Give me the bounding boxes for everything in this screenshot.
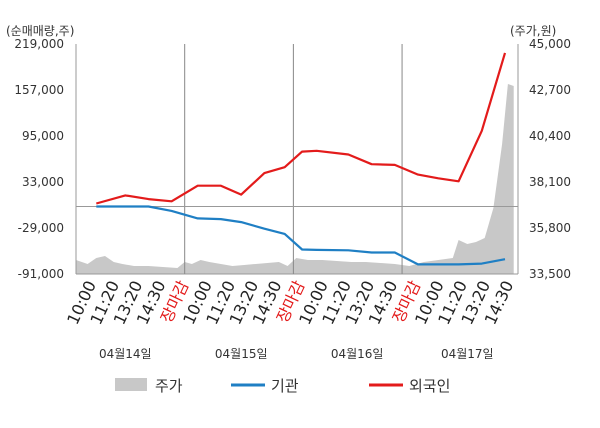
left-tick-label: 95,000 — [22, 129, 64, 143]
right-tick-label: 33,500 — [529, 267, 571, 281]
x-tick-labels: 10:0011:2013:2014:30장마감10:0011:2013:2014… — [63, 277, 517, 327]
left-tick-label: 157,000 — [14, 83, 64, 97]
date-label: 04월14일 — [99, 347, 152, 361]
left-tick-label: 219,000 — [14, 37, 64, 51]
legend: 주가 기관 외국인 — [115, 377, 450, 395]
right-tick-label: 42,700 — [529, 83, 571, 97]
date-label: 04월15일 — [215, 347, 268, 361]
legend-label: 외국인 — [409, 377, 450, 395]
right-tick-label: 38,100 — [529, 175, 571, 189]
right-tick-label: 40,400 — [529, 129, 571, 143]
left-tick-label: -29,000 — [18, 221, 64, 235]
left-tick-label: 33,000 — [22, 175, 64, 189]
date-label: 04월16일 — [331, 347, 384, 361]
legend-label: 기관 — [271, 377, 299, 395]
grid-layer — [75, 44, 519, 275]
right-axis-label: (주가,원) — [510, 24, 556, 38]
left-tick-labels: 219,000 157,000 95,000 33,000 -29,000 -91,000 — [14, 37, 64, 281]
date-label: 04월17일 — [441, 347, 494, 361]
series-line-institution — [96, 205, 506, 266]
series-layer — [96, 52, 507, 266]
legend-swatch-price — [115, 378, 147, 391]
price-area-layer — [76, 84, 514, 274]
left-tick-label: -91,000 — [18, 267, 64, 281]
right-tick-labels: 45,000 42,700 40,400 38,100 35,800 33,500 — [529, 37, 571, 281]
right-tick-label: 35,800 — [529, 221, 571, 235]
date-labels: 04월14일 04월15일 04월16일 04월17일 — [99, 347, 494, 361]
series-line-foreign — [96, 52, 507, 205]
left-axis-label: (순매매량,주) — [6, 24, 74, 38]
price-area — [76, 84, 514, 274]
legend-label: 주가 — [155, 377, 183, 395]
right-tick-label: 45,000 — [529, 37, 571, 51]
